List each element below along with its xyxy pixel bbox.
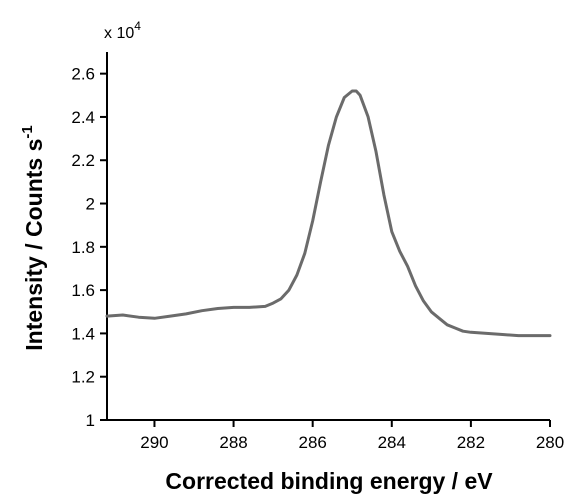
- x-tick-label: 280: [536, 433, 564, 452]
- y-axis-title-text: Intensity / Counts s: [21, 139, 47, 351]
- x-ticks: 290 288 286 284 282 280: [140, 420, 564, 452]
- x-tick-label: 284: [378, 433, 406, 452]
- series-line: [105, 89, 552, 338]
- axes: [106, 52, 550, 421]
- y-tick-label: 1: [86, 411, 95, 430]
- x-tick-label: 286: [298, 433, 326, 452]
- y-multiplier-label: x 104: [104, 19, 141, 42]
- x-tick-label: 288: [219, 433, 247, 452]
- y-tick-label: 2.2: [71, 151, 95, 170]
- y-axis-title-superscript: -1: [19, 125, 36, 138]
- x-axis-title: Corrected binding energy / eV: [165, 468, 493, 494]
- y-tick-label: 1.8: [71, 238, 95, 257]
- y-tick-label: 1.4: [71, 324, 95, 343]
- y-tick-label: 2.4: [71, 108, 95, 127]
- y-tick-label: 2: [86, 195, 95, 214]
- y-multiplier-exponent: 4: [134, 19, 141, 33]
- y-tick-label: 1.2: [71, 368, 95, 387]
- y-tick-label: 1.6: [71, 281, 95, 300]
- x-tick-label: 282: [457, 433, 485, 452]
- y-axis-title: Intensity / Counts s-1: [19, 125, 47, 350]
- y-multiplier: x 104: [104, 19, 141, 42]
- y-tick-label: 2.6: [71, 65, 95, 84]
- y-ticks: 1 1.2 1.4 1.6 1.8 2 2.2 2.4 2.6: [71, 65, 107, 430]
- x-tick-label: 290: [140, 433, 168, 452]
